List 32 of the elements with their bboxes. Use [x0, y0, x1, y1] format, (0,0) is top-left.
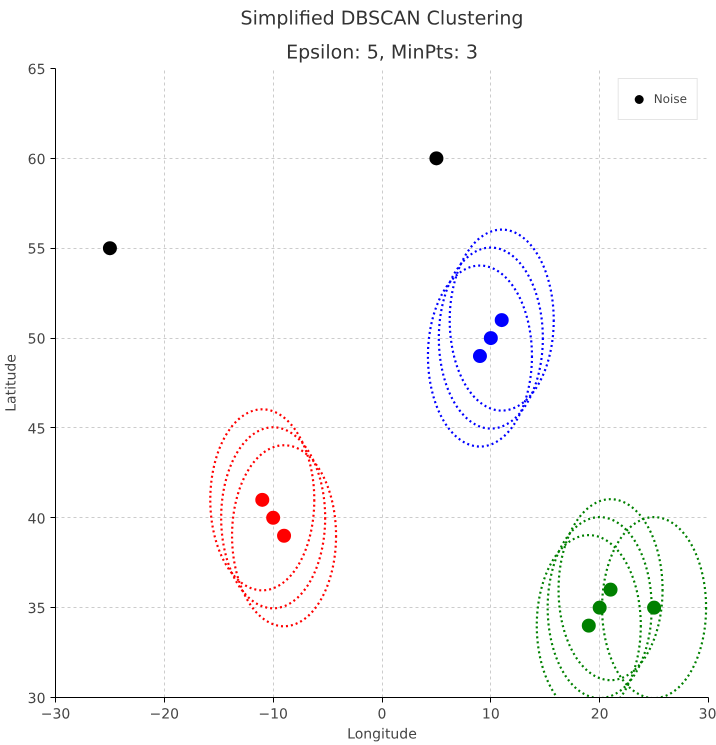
y-tick-label: 65: [28, 62, 46, 78]
y-tick-label: 55: [28, 242, 46, 258]
point: [604, 582, 618, 597]
y-tick-label: 35: [28, 601, 46, 618]
legend-label: Noise: [654, 92, 687, 106]
y-tick-label: 60: [28, 152, 46, 168]
point: [277, 528, 292, 543]
point: [102, 241, 117, 256]
x-tick-label: −10: [258, 706, 288, 722]
point: [592, 600, 607, 615]
point: [255, 492, 270, 507]
point: [472, 349, 487, 364]
point: [484, 331, 498, 346]
y-tick-label: 50: [28, 332, 46, 348]
x-axis-title: Longitude: [347, 726, 417, 742]
x-tick-label: −30: [40, 706, 70, 722]
x-tick-label: 10: [482, 706, 500, 722]
point: [582, 618, 596, 633]
chart-title: Simplified DBSCAN Clustering: [240, 8, 524, 30]
x-tick-label: 20: [590, 706, 609, 722]
point: [266, 510, 280, 525]
y-tick-label: 40: [28, 511, 46, 528]
point: [647, 600, 662, 615]
y-tick-label: 45: [28, 421, 46, 438]
chart-subtitle: Epsilon: 5, MinPts: 3: [286, 42, 478, 64]
y-axis-title: Latitude: [4, 354, 20, 412]
x-tick-label: 0: [378, 706, 386, 722]
x-tick-label: 30: [698, 706, 716, 722]
point: [494, 313, 509, 328]
x-tick-label: −20: [150, 706, 180, 722]
point: [429, 151, 444, 166]
y-tick-label: 30: [28, 691, 46, 707]
